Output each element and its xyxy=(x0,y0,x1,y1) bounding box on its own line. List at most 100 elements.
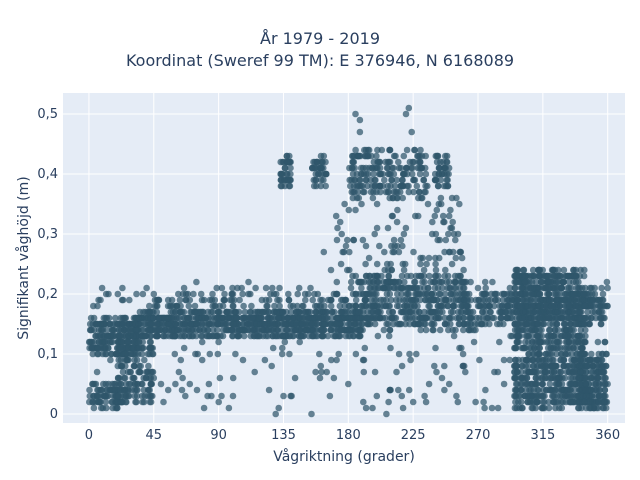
data-point xyxy=(391,182,399,190)
data-point xyxy=(434,302,442,310)
data-point xyxy=(465,290,473,298)
data-point xyxy=(417,272,425,280)
data-point xyxy=(452,284,460,292)
data-point xyxy=(371,230,379,238)
data-point xyxy=(322,308,330,316)
data-point xyxy=(271,332,279,340)
data-point xyxy=(441,362,448,370)
data-point xyxy=(441,290,449,298)
data-point xyxy=(553,278,561,286)
data-point xyxy=(214,350,222,358)
data-point xyxy=(450,296,457,304)
data-point xyxy=(364,320,372,328)
data-point xyxy=(552,380,560,388)
data-point xyxy=(358,200,365,208)
data-point xyxy=(382,314,389,322)
data-point xyxy=(113,350,121,358)
data-point xyxy=(400,296,407,304)
data-point xyxy=(146,326,153,334)
data-point xyxy=(89,350,97,358)
data-point xyxy=(417,146,424,154)
data-point xyxy=(371,290,378,298)
data-point xyxy=(128,320,136,328)
data-point xyxy=(553,344,560,352)
data-point xyxy=(540,386,547,394)
data-point xyxy=(577,380,585,388)
data-point xyxy=(322,170,330,178)
data-point xyxy=(516,272,523,280)
data-point xyxy=(604,380,611,388)
data-point xyxy=(312,320,319,328)
data-point xyxy=(107,338,115,346)
data-point xyxy=(144,350,152,358)
data-point xyxy=(353,170,361,178)
data-point xyxy=(121,356,129,364)
data-point xyxy=(102,314,109,322)
data-point xyxy=(350,158,358,166)
data-point xyxy=(569,344,577,352)
data-point xyxy=(309,296,317,304)
data-point xyxy=(131,392,138,400)
data-point xyxy=(150,314,158,322)
data-point xyxy=(522,362,529,370)
data-point xyxy=(550,290,558,298)
data-point xyxy=(355,332,362,340)
data-point xyxy=(350,236,358,244)
data-point xyxy=(292,308,300,316)
data-point xyxy=(594,338,602,346)
data-point xyxy=(182,320,190,328)
data-point xyxy=(383,410,390,418)
data-point xyxy=(512,392,520,400)
data-point xyxy=(577,392,585,400)
data-point xyxy=(514,296,522,304)
data-point xyxy=(433,176,440,184)
data-point xyxy=(547,338,555,346)
data-point xyxy=(517,290,524,298)
data-point xyxy=(458,278,466,286)
data-point xyxy=(460,284,467,292)
data-point xyxy=(449,290,457,298)
data-point xyxy=(446,248,453,256)
data-point xyxy=(566,302,574,310)
data-point xyxy=(598,368,606,376)
data-point xyxy=(282,320,289,328)
data-point xyxy=(287,170,294,178)
data-point xyxy=(482,386,489,394)
data-point xyxy=(279,344,286,352)
data-point xyxy=(94,332,102,340)
data-point xyxy=(264,302,271,310)
data-point xyxy=(111,386,119,394)
data-point xyxy=(581,398,589,406)
data-point xyxy=(292,326,299,334)
data-point xyxy=(590,404,598,412)
data-point xyxy=(281,338,289,346)
data-point xyxy=(534,320,542,328)
data-point xyxy=(338,308,346,316)
data-point xyxy=(154,332,161,340)
data-point xyxy=(570,278,577,286)
data-point xyxy=(476,302,483,310)
data-point xyxy=(406,284,413,292)
data-point xyxy=(437,278,445,286)
data-point xyxy=(512,356,519,364)
data-point xyxy=(434,152,442,160)
data-point xyxy=(386,386,394,394)
data-point xyxy=(251,368,258,376)
data-point xyxy=(560,362,567,370)
data-point xyxy=(175,314,183,322)
data-point xyxy=(164,296,172,304)
data-points xyxy=(85,104,611,418)
data-point xyxy=(546,350,554,358)
data-point xyxy=(89,380,97,388)
data-point xyxy=(236,296,243,304)
data-point xyxy=(155,314,163,322)
data-point xyxy=(528,332,536,340)
data-point xyxy=(506,302,513,310)
data-point xyxy=(389,212,397,220)
data-point xyxy=(229,374,237,382)
data-point xyxy=(582,326,589,334)
data-point xyxy=(575,374,583,382)
data-point xyxy=(352,110,359,118)
data-point xyxy=(232,350,239,358)
data-point xyxy=(133,398,140,406)
